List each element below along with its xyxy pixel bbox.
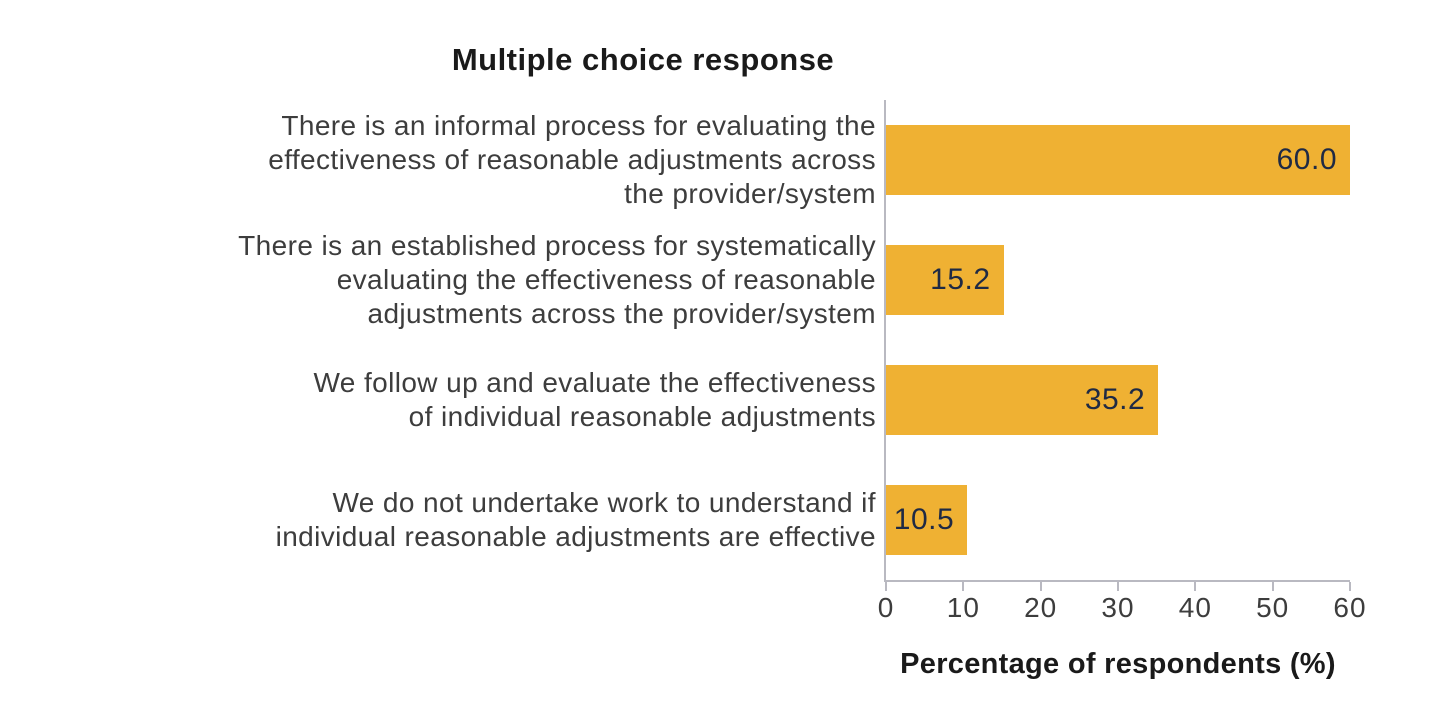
x-axis-tick-label: 0 [877,592,895,623]
bar-row: 15.2 [886,220,1350,340]
x-axis-tick-label: 60 [1333,592,1367,623]
x-axis-title: Percentage of respondents (%) [900,648,1336,680]
bar-value-label: 60.0 [1276,143,1337,176]
x-axis-tick [885,582,887,591]
bar-value-label: 10.5 [893,503,955,536]
x-axis-tick [1117,582,1119,591]
bar: 15.2 [886,245,1004,315]
category-label: There is an informal process for evaluat… [268,110,876,209]
bar-row: 10.5 [886,460,1350,580]
chart-title: Multiple choice response [451,42,835,77]
x-axis-tick [962,582,965,591]
bar: 60.0 [886,125,1350,195]
x-axis-tick [1271,582,1274,591]
x-axis-tick [1349,582,1351,591]
x-axis-tick [1039,582,1042,591]
category-label: We follow up and evaluate the effectiven… [313,367,876,432]
bar-value-label: 35.2 [1084,383,1146,416]
x-axis-tick-label: 30 [1101,592,1135,623]
x-axis-tick-label: 50 [1256,592,1290,623]
x-axis-tick-label: 40 [1178,592,1212,623]
category-labels: There is an informal process for evaluat… [20,100,876,580]
category-label: There is an established process for syst… [238,230,876,329]
x-axis-tick [1194,582,1197,591]
bar-value-label: 15.2 [930,263,991,296]
x-axis-line [884,580,1350,582]
x-axis-tick-label: 10 [946,592,980,623]
bar: 10.5 [886,485,968,555]
bar: 35.2 [886,365,1159,435]
y-axis-line [884,100,886,580]
x-axis-tick-label: 20 [1024,592,1058,623]
plot-area: 60.0 15.2 35.2 10.5 0 10 20 30 40 50 60 [878,100,1366,623]
bar-row: 35.2 [886,340,1350,460]
bar-row: 60.0 [886,100,1350,220]
category-label: We do not undertake work to understand i… [275,487,876,552]
